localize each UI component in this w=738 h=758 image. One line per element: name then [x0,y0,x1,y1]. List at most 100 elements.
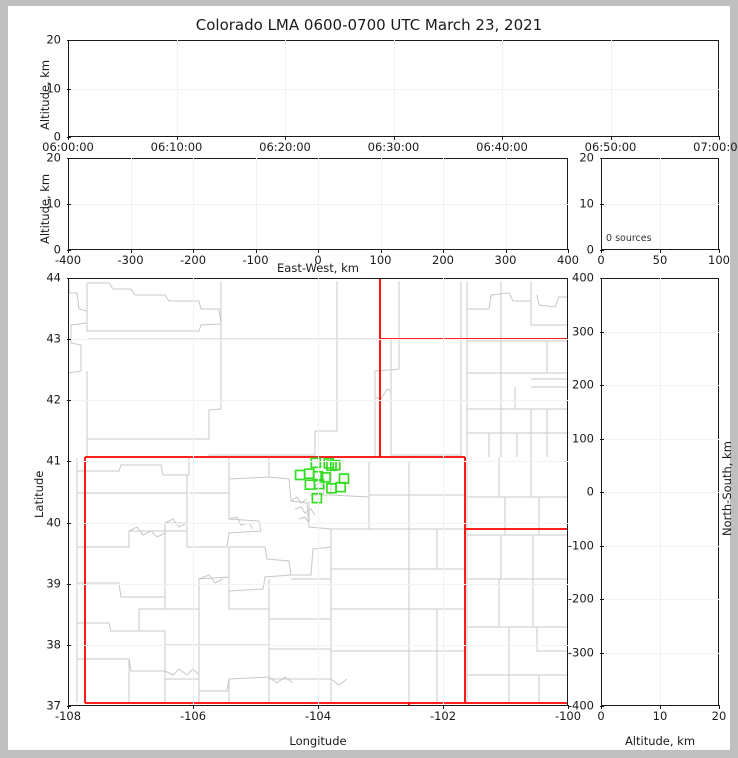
x-tick [505,249,507,253]
lma-station-marker [303,468,315,480]
x-tick-label: 0 [597,253,605,267]
x-tick [68,249,69,253]
gridline-horizontal [601,599,719,600]
y-tick-label: 44 [46,270,61,285]
gridline-vertical [193,278,194,706]
y-tick [67,158,71,159]
y-tick-label: 40 [46,514,61,529]
x-tick-label: 400 [557,253,579,267]
x-tick-label: -200 [179,253,207,267]
y-tick-label: 100 [572,430,594,445]
x-tick [719,249,720,253]
x-tick-label: 06:50:00 [584,140,637,154]
x-tick-label: 300 [494,253,517,267]
x-tick [719,705,720,709]
x-tick [660,249,661,253]
x-tick [193,705,194,709]
x-tick-label: -100 [554,709,582,723]
x-tick-label: -104 [304,709,332,723]
x-tick [610,136,612,140]
gridline-horizontal [601,652,719,654]
lma-station-marker [310,457,322,469]
y-tick [600,158,604,159]
y-tick-label: 0 [53,129,61,144]
gridline-horizontal [601,385,719,386]
gridline-horizontal [68,88,719,90]
x-tick-label: 100 [708,253,730,267]
gridline-horizontal [68,400,568,402]
gridline-horizontal [601,331,719,333]
panel-time-height-ylabel: Altitude, km [38,59,52,130]
x-tick [380,249,382,253]
lma-station-marker [335,481,347,493]
gridline-horizontal [68,339,568,341]
x-tick [601,249,602,253]
x-tick-label: -106 [179,709,207,723]
y-tick-label: 10 [46,196,61,211]
lma-station-marker [320,472,331,483]
x-tick [601,705,602,709]
y-tick-label: 400 [572,270,594,285]
y-tick [67,278,71,279]
x-tick-label: 200 [432,253,454,267]
panel-northsouth-height-ylabel: North-South, km [720,441,734,536]
y-tick [67,461,71,463]
y-tick [67,644,71,646]
y-tick [67,204,71,205]
gridline-horizontal [601,492,719,493]
x-tick-label: -300 [117,253,144,267]
y-tick-label: -300 [567,644,594,659]
y-tick-label: -400 [567,698,594,713]
y-tick [600,278,604,279]
x-tick [130,249,132,253]
gridline-horizontal [601,438,719,440]
gridline-horizontal [601,204,719,205]
lma-station-marker [313,478,325,490]
x-tick-label: 0 [314,253,322,267]
y-tick-label: 42 [46,392,61,407]
y-tick [600,706,604,707]
x-tick-label: 06:30:00 [367,140,420,154]
x-tick-label: 50 [652,253,668,267]
x-tick [568,249,569,253]
x-tick [318,705,319,709]
source-count-annotation: 0 sources [606,233,652,244]
y-tick [67,250,71,251]
lma-station-markers [294,457,350,504]
x-tick [176,136,178,140]
x-tick [193,249,194,253]
x-tick-label: -102 [429,709,457,723]
y-tick-label: 43 [46,331,61,346]
y-tick [67,339,71,341]
y-tick-label: 41 [46,453,61,468]
y-tick-label: 38 [46,637,61,652]
x-tick [285,136,286,140]
y-tick [600,652,604,654]
y-tick-label: 20 [579,150,594,165]
x-tick-label: 06:40:00 [476,140,528,154]
x-tick [660,705,661,709]
gridline-horizontal [68,204,568,205]
y-tick [67,706,71,707]
figure-title: Colorado LMA 0600-0700 UTC March 23, 202… [195,16,543,34]
y-tick [67,522,71,524]
x-tick-label: -100 [242,253,269,267]
x-tick [68,705,69,709]
x-tick-label: -400 [54,253,82,267]
y-tick-label: -200 [567,591,594,606]
x-tick [393,136,395,140]
y-tick-label: 10 [579,196,594,211]
y-tick-label: 20 [46,150,61,165]
y-tick [67,400,71,402]
y-tick [600,545,604,547]
state-borders [84,279,567,705]
lma-station-marker [294,469,306,481]
gridline-horizontal [68,644,568,646]
y-tick [600,492,604,493]
x-tick [443,249,444,253]
lma-station-marker [323,458,335,469]
lma-station-marker [311,492,323,504]
y-tick [600,385,604,386]
y-tick-label: 300 [572,323,594,338]
y-tick-label: 200 [572,377,594,392]
